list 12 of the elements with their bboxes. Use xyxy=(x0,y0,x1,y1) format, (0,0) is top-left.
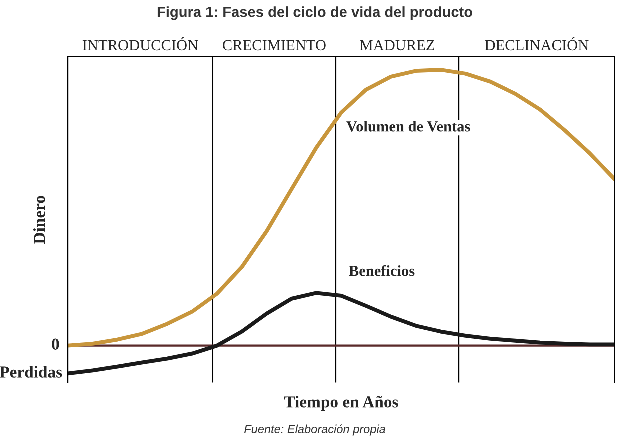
series-label: Volumen de Ventas xyxy=(346,121,470,132)
text: INTRODUCCIÓN xyxy=(82,37,198,51)
chart-title: Figura 1: Fases del ciclo de vida del producto xyxy=(158,6,472,20)
source-note: Fuente: Elaboración propia xyxy=(244,424,386,436)
text: 0 xyxy=(52,338,60,350)
y-axis-title: Dinero xyxy=(33,196,46,244)
text: CRECIMIENTO xyxy=(223,40,326,51)
x-axis-title: Tiempo en Años xyxy=(284,396,398,412)
text: Perdidas xyxy=(0,366,62,378)
series-label: Beneficios xyxy=(349,265,415,276)
text: DECLINACIÓN xyxy=(485,37,589,51)
text: MADUREZ xyxy=(360,40,434,51)
